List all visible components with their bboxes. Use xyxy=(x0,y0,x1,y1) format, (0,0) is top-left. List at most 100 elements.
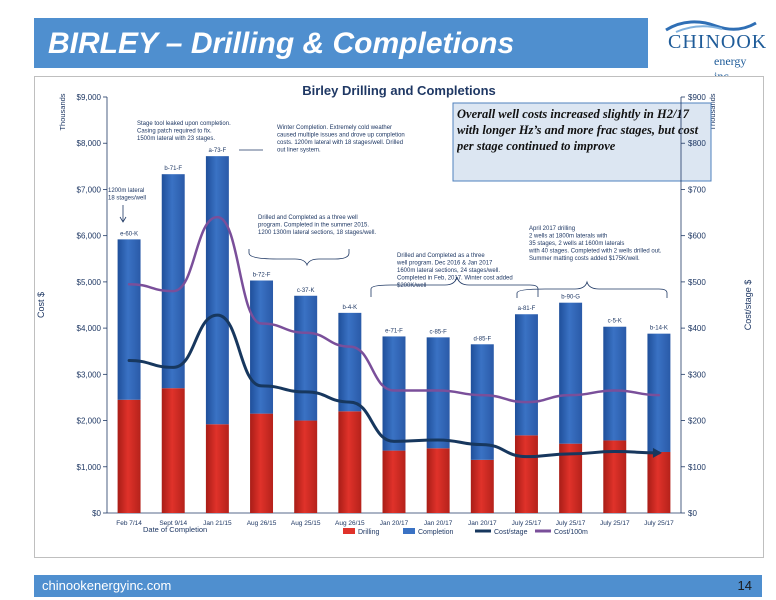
x-axis-label: Date of Completion xyxy=(143,525,207,534)
bars xyxy=(117,156,671,513)
y-axis-left-units: Thousands xyxy=(58,93,67,130)
callout-annotations: 1200m lateral 18 stages/well Stage tool l… xyxy=(108,121,662,289)
x-tick-label: Aug 26/15 xyxy=(335,520,365,527)
slide-title: BIRLEY – Drilling & Completions xyxy=(48,27,515,60)
drilling-bar xyxy=(647,451,671,513)
x-tick-label: Sept 9/14 xyxy=(159,520,187,527)
x-tick-label: Aug 26/15 xyxy=(247,520,277,527)
right-tick-label: $300 xyxy=(688,370,706,379)
completion-bar xyxy=(603,326,627,441)
left-tick-label: $6,000 xyxy=(77,232,102,241)
left-tick-label: $5,000 xyxy=(77,278,102,287)
chart-title: Birley Drilling and Completions xyxy=(302,83,496,98)
right-tick-label: $900 xyxy=(688,93,706,102)
drilling-bar xyxy=(250,413,274,513)
lines xyxy=(127,215,662,459)
right-tick-label: $0 xyxy=(688,509,697,518)
right-tick-label: $400 xyxy=(688,324,706,333)
completion-bar xyxy=(161,174,185,389)
annotation-b71f: Stage tool leaked upon completion. Casing… xyxy=(137,121,231,142)
legend-drilling-swatch xyxy=(343,528,355,534)
drilling-bar xyxy=(205,424,229,513)
legend-cost-stage-label: Cost/stage xyxy=(494,529,528,536)
legend-cost-100m-label: Cost/100m xyxy=(554,529,588,536)
right-tick-label: $600 xyxy=(688,232,706,241)
completion-bar xyxy=(205,156,229,425)
completion-bar xyxy=(338,312,362,412)
completion-bar xyxy=(647,333,671,452)
x-tick-label: Jan 20/17 xyxy=(424,520,453,527)
drilling-bar xyxy=(117,399,141,513)
company-logo: CHINOOK energy inc xyxy=(660,18,766,83)
left-tick-label: $1,000 xyxy=(77,463,102,472)
left-tick-label: $0 xyxy=(92,509,101,518)
legend-completion-swatch xyxy=(403,528,415,534)
annotation-2017-winter-program: Drilled and Completed as a three well pro… xyxy=(396,253,513,289)
footer-url[interactable]: chinookenergyinc.com xyxy=(42,578,172,593)
left-tick-label: $3,000 xyxy=(77,370,102,379)
well-label: b-71-F xyxy=(164,166,182,172)
well-label: d-85-F xyxy=(473,336,491,342)
right-tick-label: $500 xyxy=(688,278,706,287)
chart-axes: $0 $1,000 $2,000 $3,000 $4,000 $5,000 $6,000 $7… xyxy=(77,93,707,518)
callout-text: Overall well costs increased slightly in… xyxy=(457,107,699,153)
chart-frame: Birley Drilling and Completions Thousand… xyxy=(34,76,764,558)
cost-stage-line xyxy=(127,313,661,459)
completion-bar xyxy=(250,280,274,414)
drilling-bar xyxy=(426,448,450,513)
drilling-bar xyxy=(382,450,406,513)
drilling-bar xyxy=(161,388,185,513)
x-tick-label: July 25/17 xyxy=(644,520,674,527)
cost-100m-line xyxy=(127,215,661,404)
well-label: a-81-F xyxy=(518,306,536,312)
left-tick-label: $2,000 xyxy=(77,417,102,426)
cost-stage-arrowhead xyxy=(652,447,662,458)
legend-drilling-label: Drilling xyxy=(358,529,380,536)
well-label: b-14-K xyxy=(650,326,668,332)
drilling-bar xyxy=(559,443,583,513)
annotation-2015-program: Drilled and Completed as a three well pro… xyxy=(258,215,376,236)
left-tick-label: $7,000 xyxy=(77,185,102,194)
well-label: b-4-K xyxy=(343,305,358,311)
drilling-bar xyxy=(603,440,627,513)
x-tick-label: Jan 20/17 xyxy=(468,520,497,527)
title-bar: BIRLEY – Drilling & Completions xyxy=(34,18,648,68)
well-label: c-5-K xyxy=(608,319,622,325)
logo-name: CHINOOK xyxy=(668,31,768,53)
callout-box: Overall well costs increased slightly in… xyxy=(452,102,712,182)
completion-bar xyxy=(559,302,583,444)
wave-icon xyxy=(665,20,757,33)
right-tick-label: $800 xyxy=(688,139,706,148)
right-tick-label: $100 xyxy=(688,463,706,472)
well-label: b-90-G xyxy=(561,295,580,301)
y-axis-right-units: Thousands xyxy=(708,93,717,130)
drilling-bar xyxy=(514,435,538,513)
right-tick-label: $700 xyxy=(688,185,706,194)
well-label: c-37-K xyxy=(297,288,315,294)
well-label: a-73-F xyxy=(209,148,227,154)
annotation-a73f: Winter Completion. Extremely cold weathe… xyxy=(277,125,405,154)
legend: Drilling Completion Cost/stage Cost/100m xyxy=(343,528,588,536)
y-axis-left-label: Cost $ xyxy=(36,292,46,318)
footer-bar: chinookenergyinc.com 14 xyxy=(34,575,762,597)
completion-bar xyxy=(117,239,141,400)
drilling-completions-chart: Birley Drilling and Completions Thousand… xyxy=(36,83,753,536)
completion-bar xyxy=(426,337,450,449)
x-tick-label: Jan 20/17 xyxy=(380,520,409,527)
x-tick-label: Feb 7/14 xyxy=(116,520,142,527)
y-axis-right-label: Cost/stage $ xyxy=(743,280,753,331)
x-tick-label: Jan 21/15 xyxy=(203,520,232,527)
x-tick-label: July 25/17 xyxy=(556,520,586,527)
annotation-2017-april-program: April 2017 drilling 2 wells at 1800m late… xyxy=(528,226,662,262)
annotation-e60k: 1200m lateral 18 stages/well xyxy=(108,188,146,202)
left-tick-label: $4,000 xyxy=(77,324,102,333)
completion-bar xyxy=(470,344,494,460)
drilling-bar xyxy=(470,459,494,513)
drilling-bar xyxy=(338,411,362,513)
x-tick-label: July 25/17 xyxy=(512,520,542,527)
well-label: e-60-K xyxy=(120,231,138,237)
drilling-bar xyxy=(294,420,318,513)
legend-completion-label: Completion xyxy=(418,529,454,536)
completion-bar xyxy=(382,336,406,451)
annotation-pointers xyxy=(119,149,668,298)
